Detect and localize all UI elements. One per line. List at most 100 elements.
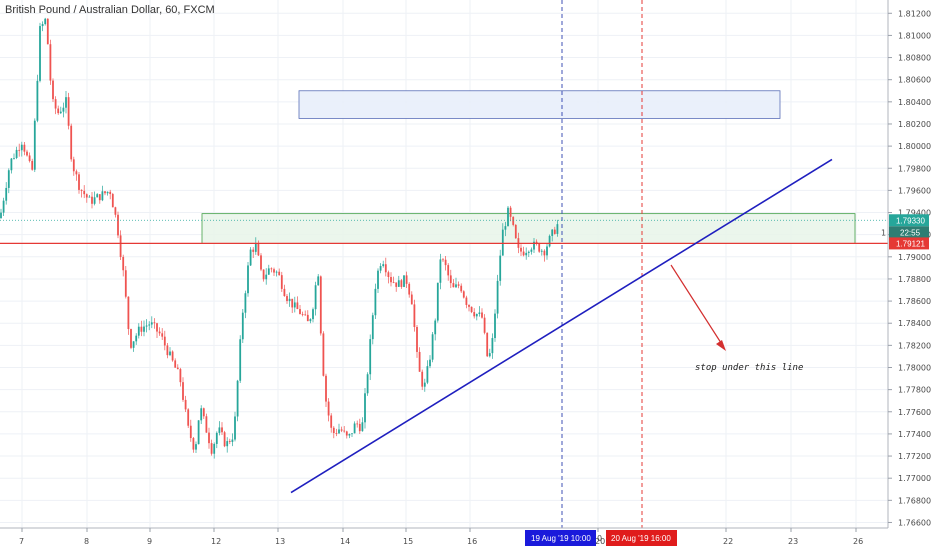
candle [174,360,177,368]
candle [249,249,252,266]
price-tick-label: 1.80200 [898,120,931,129]
candle [431,334,434,360]
candle [41,24,44,27]
price-tick-label: 1.80400 [898,98,931,107]
candle [288,298,291,302]
time-fragment: 0 [597,534,602,543]
candle [117,214,119,236]
candle [143,326,145,332]
candle [0,212,2,219]
candle [2,200,5,213]
candle [65,97,67,108]
consolidation-zone [201,213,856,244]
price-tick-label: 1.77600 [898,408,931,417]
candle [205,416,208,433]
time-tick-label: 9 [147,537,152,546]
candle [93,197,96,204]
candle [491,338,494,354]
candle [486,332,489,357]
candle [39,26,41,81]
candle [525,252,528,256]
candle [371,315,374,340]
candle [189,425,192,439]
candle [377,270,379,289]
candle [504,226,507,230]
countdown-label: 22:55 [900,228,921,237]
candle [319,276,322,334]
candle [353,423,356,434]
candle [135,335,138,342]
candle [88,196,91,198]
candle [369,339,372,375]
candle [470,306,473,313]
price-tick-label: 1.77000 [898,474,931,483]
candle [494,313,496,339]
candle [546,246,548,256]
support-trendline [290,158,833,494]
candle [361,422,364,432]
candle [275,271,278,273]
candle [57,108,60,114]
price-tick-label: 1.79000 [898,253,931,262]
time-tick-label: 8 [84,537,89,546]
candle [124,270,127,297]
candle [75,171,78,175]
annotation-text: stop under this line [695,363,803,373]
candle [171,351,174,361]
candle [548,235,551,247]
candle [132,341,135,348]
candle [254,243,257,252]
candle [18,149,21,151]
candle [392,282,395,284]
candle [553,229,556,234]
candle [192,438,195,450]
candle [78,174,80,190]
candle [137,326,140,336]
time-tick-label: 26 [853,537,863,546]
candle [140,326,143,332]
candle [72,159,75,172]
candle [473,312,476,317]
candle [314,285,317,310]
arrow-line [670,264,724,347]
candle [293,302,296,308]
price-tick-label: 1.80800 [898,54,931,63]
candle [101,191,104,201]
candle [325,375,327,402]
candle [442,259,444,261]
candle [111,194,114,208]
candle [444,259,447,266]
candle [260,255,262,270]
candle [556,224,559,234]
candle [304,314,307,316]
candle [543,250,546,256]
candle [374,288,377,316]
candle [114,207,117,215]
candle [280,275,283,289]
candle [390,277,392,283]
candle [241,312,244,340]
candle [330,415,333,428]
candle [364,393,366,423]
candle [507,207,509,227]
candle [366,374,369,394]
candle [130,329,132,348]
candle [91,196,93,204]
candle [184,399,187,410]
candle [387,272,390,278]
price-tick-label: 1.76600 [898,518,931,527]
candle [265,274,268,280]
candle [286,296,288,302]
candle [150,322,153,325]
candle [257,243,260,256]
time-tick-label: 23 [788,537,798,546]
candle [345,431,348,436]
candle [182,382,184,400]
candle [98,194,101,201]
candle [83,190,86,195]
candle [23,144,26,152]
candle [540,250,543,252]
candle [291,298,294,308]
candle [231,439,234,442]
